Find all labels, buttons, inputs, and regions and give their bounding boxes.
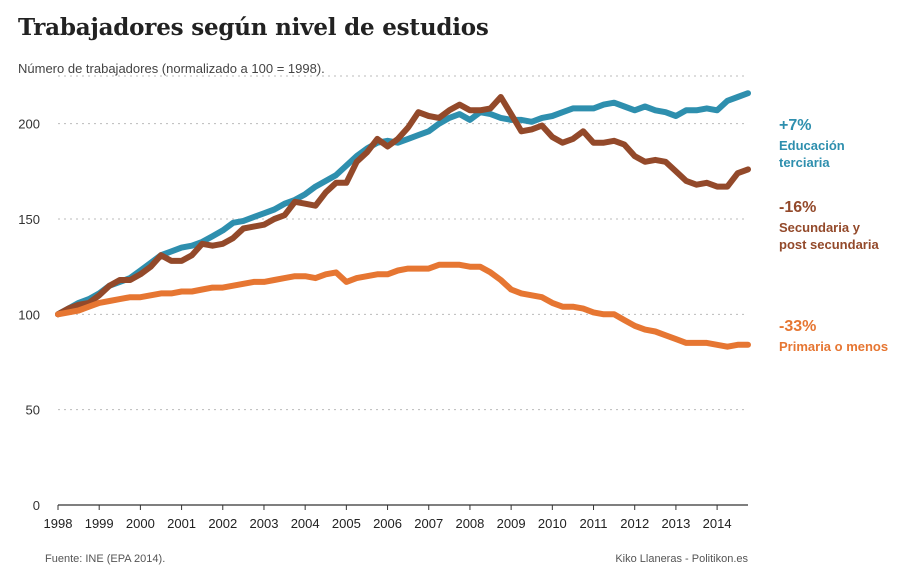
- x-tick-label: 2014: [703, 516, 732, 531]
- series-label-tertiary: +7% Educación terciaria: [779, 117, 845, 171]
- series-line-primary: [55, 261, 751, 350]
- series-change-primary: -33%: [779, 318, 817, 335]
- series-label-secondary: -16% Secundaria y post secundaria: [779, 199, 879, 253]
- y-tick-label: 200: [18, 117, 40, 132]
- x-tick-label: 1998: [44, 516, 73, 531]
- y-tick-label: 150: [18, 212, 40, 227]
- series-line-secondary: [55, 94, 751, 318]
- x-tick-label: 2010: [538, 516, 567, 531]
- x-tick-label: 1999: [85, 516, 114, 531]
- series-name-line: Primaria o menos: [779, 339, 889, 354]
- x-tick-label: 2012: [620, 516, 649, 531]
- chart-title: Trabajadores según nivel de estudios: [18, 14, 489, 41]
- series-label-primary: -33% Primaria o menos: [779, 318, 888, 355]
- series-line-tertiary: [55, 90, 751, 318]
- series-name-line: post secundaria: [779, 237, 879, 252]
- series-change-tertiary: +7%: [779, 117, 812, 134]
- x-tick-label: 2007: [414, 516, 443, 531]
- y-tick-label: 0: [33, 498, 40, 513]
- x-tick-label: 2000: [126, 516, 155, 531]
- credit-note: Kiko Llaneras - Politikon.es: [615, 553, 748, 565]
- x-tick-label: 2008: [455, 516, 484, 531]
- chart-subtitle: Número de trabajadores (normalizado a 10…: [18, 61, 325, 76]
- x-tick-label: 2002: [208, 516, 237, 531]
- x-tick-label: 2001: [167, 516, 196, 531]
- series-name-line: Secundaria y: [779, 220, 860, 235]
- series-change-secondary: -16%: [779, 199, 817, 216]
- x-tick-label: 2004: [291, 516, 320, 531]
- y-tick-label: 100: [18, 307, 40, 322]
- x-tick-label: 2011: [580, 516, 608, 531]
- x-tick-label: 2003: [250, 516, 279, 531]
- y-tick-label: 50: [26, 403, 40, 418]
- source-note: Fuente: INE (EPA 2014).: [45, 553, 166, 565]
- series-name-line: terciaria: [779, 155, 830, 170]
- series-name-line: Educación: [779, 138, 845, 153]
- x-tick-label: 2005: [332, 516, 361, 531]
- x-tick-label: 2009: [497, 516, 526, 531]
- x-tick-label: 2006: [373, 516, 402, 531]
- x-tick-label: 2013: [661, 516, 690, 531]
